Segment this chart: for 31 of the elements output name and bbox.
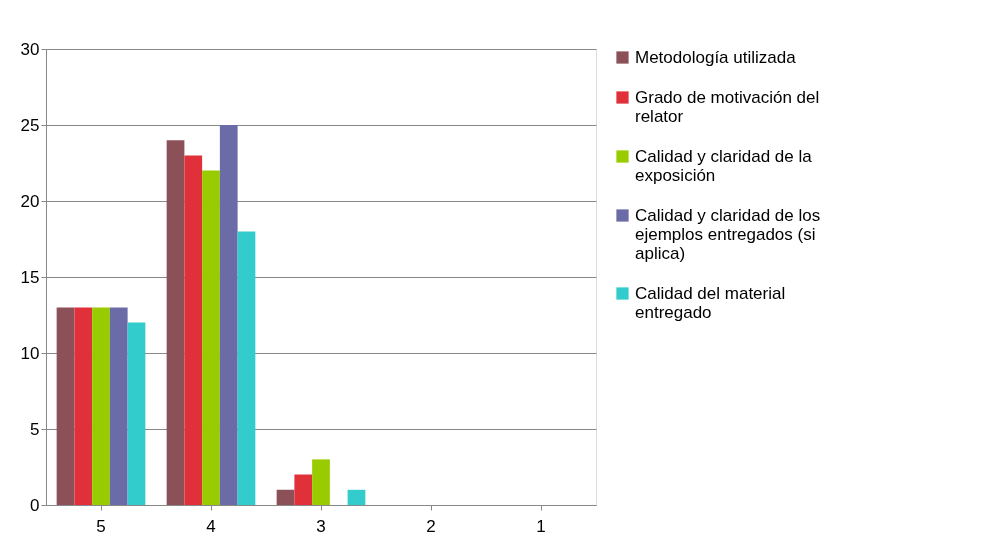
legend-label: Calidad y claridad de los ejemplos entregados (si aplica): [635, 205, 821, 263]
bar: [202, 170, 220, 505]
x-tick-label: 4: [206, 516, 216, 536]
y-tick-label: 20: [20, 191, 40, 211]
bar: [237, 231, 256, 505]
y-tick-label: 5: [30, 419, 40, 439]
bar: [92, 307, 110, 505]
y-tick-label: 0: [30, 495, 40, 515]
x-tick-label: 5: [96, 516, 106, 536]
bar: [294, 474, 313, 505]
x-tick-label: 2: [426, 516, 436, 536]
y-tick-label: 30: [20, 39, 40, 59]
y-tick-label: 25: [20, 115, 40, 135]
bar: [184, 155, 203, 505]
y-tick-label: 15: [20, 267, 40, 287]
y-tick-label: 10: [20, 343, 40, 363]
bar: [276, 489, 295, 505]
bar: [219, 125, 238, 505]
bar: [74, 307, 93, 505]
legend-label: Calidad del material entregado: [635, 283, 786, 322]
bar: [312, 459, 330, 505]
bar: [127, 322, 146, 505]
bar: [109, 307, 128, 505]
bar: [166, 140, 185, 505]
legend-label: Metodología utilizada: [635, 47, 797, 67]
bar: [56, 307, 75, 505]
x-tick-label: 1: [536, 516, 546, 536]
legend-label: Grado de motivación del relator: [635, 87, 820, 126]
bar: [347, 489, 366, 505]
legend-label: Calidad y claridad de la exposición: [635, 146, 813, 185]
x-tick-label: 3: [316, 516, 326, 536]
